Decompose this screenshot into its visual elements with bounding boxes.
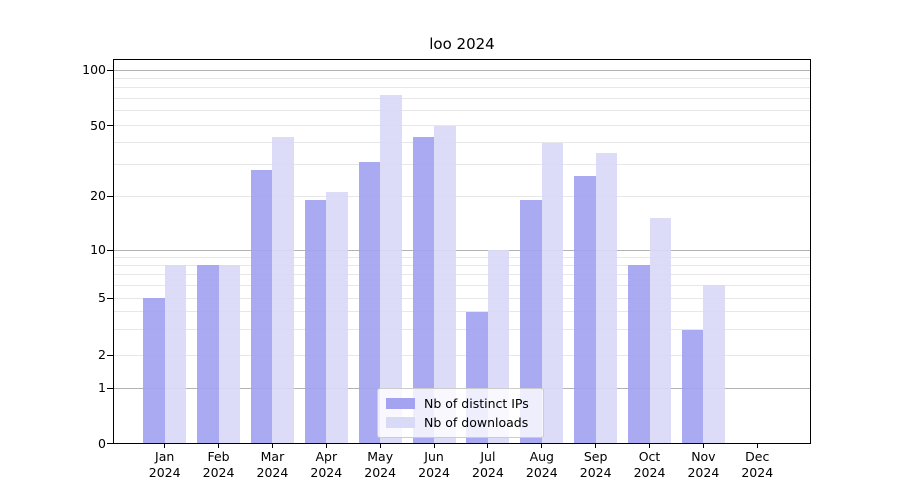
legend-swatch-distinct-ips xyxy=(386,398,415,409)
x-tick-mark-may xyxy=(379,443,381,448)
gridline-y-8 xyxy=(114,264,810,266)
y-tick-mark-10 xyxy=(107,249,113,251)
gridline-y-4 xyxy=(114,311,810,313)
gridline-y-20 xyxy=(114,195,810,197)
x-tick-label-nov: Nov 2024 xyxy=(687,449,720,480)
y-tick-mark-100 xyxy=(107,69,113,71)
legend-label-downloads: Nb of downloads xyxy=(424,415,529,430)
legend-item-downloads: Nb of downloads xyxy=(386,413,535,432)
bar-distinct-ips-aug xyxy=(520,199,542,443)
gridline-y-40 xyxy=(114,142,810,144)
gridline-y-100 xyxy=(114,69,810,71)
gridline-y-9 xyxy=(114,256,810,258)
x-tick-label-oct: Oct 2024 xyxy=(633,449,666,480)
y-tick-mark-1 xyxy=(107,387,113,389)
bar-downloads-jun xyxy=(434,125,456,443)
x-tick-mark-apr xyxy=(325,443,327,448)
y-tick-label-0: 0 xyxy=(98,435,106,451)
bar-distinct-ips-sep xyxy=(574,175,596,443)
y-tick-label-10: 10 xyxy=(90,242,106,257)
x-tick-mark-sep xyxy=(595,443,597,448)
x-tick-mark-jan xyxy=(164,443,166,448)
x-tick-label-jun: Jun 2024 xyxy=(418,449,450,480)
plot-area xyxy=(113,59,811,444)
y-tick-mark-50 xyxy=(107,125,113,126)
legend: Nb of distinct IPs Nb of downloads xyxy=(377,388,544,438)
x-tick-mark-dec xyxy=(756,443,758,448)
x-tick-mark-nov xyxy=(702,443,704,448)
gridline-y-2 xyxy=(114,354,810,356)
x-tick-label-may: May 2024 xyxy=(364,449,397,480)
gridline-y-90 xyxy=(114,77,810,79)
y-tick-mark-5 xyxy=(107,297,113,299)
x-tick-label-mar: Mar 2024 xyxy=(256,449,289,480)
bar-downloads-jan xyxy=(164,265,187,443)
gridline-y-70 xyxy=(114,98,810,100)
bar-downloads-may xyxy=(380,95,402,443)
x-tick-label-jul: Jul 2024 xyxy=(472,449,504,480)
bar-downloads-aug xyxy=(541,142,564,443)
gridline-y-30 xyxy=(114,164,810,166)
y-tick-label-20: 20 xyxy=(90,188,106,203)
bar-downloads-mar xyxy=(272,137,294,443)
chart-title: loo 2024 xyxy=(429,35,495,53)
y-tick-label-5: 5 xyxy=(98,290,106,305)
gridline-y-60 xyxy=(114,110,810,112)
legend-swatch-downloads xyxy=(386,417,415,428)
x-tick-mark-aug xyxy=(541,443,543,448)
x-tick-label-dec: Dec 2024 xyxy=(741,449,774,480)
x-tick-label-aug: Aug 2024 xyxy=(525,449,558,480)
x-tick-label-apr: Apr 2024 xyxy=(310,449,343,480)
y-tick-mark-0 xyxy=(107,443,113,444)
y-tick-mark-20 xyxy=(107,195,113,197)
x-tick-mark-jun xyxy=(433,443,435,448)
bar-downloads-sep xyxy=(595,152,618,443)
gridline-y-3 xyxy=(114,329,810,331)
bar-distinct-ips-may xyxy=(358,162,381,443)
bar-downloads-nov xyxy=(703,285,725,443)
gridline-y-10 xyxy=(114,249,810,251)
gridline-y-7 xyxy=(114,274,810,276)
bar-distinct-ips-apr xyxy=(304,199,327,443)
bar-distinct-ips-oct xyxy=(628,265,650,443)
bar-distinct-ips-jun xyxy=(412,137,435,443)
bar-distinct-ips-feb xyxy=(197,265,219,443)
bar-distinct-ips-mar xyxy=(250,170,273,443)
y-tick-mark-2 xyxy=(107,354,113,356)
gridline-y-80 xyxy=(114,87,810,89)
y-tick-label-100: 100 xyxy=(82,62,106,77)
x-tick-label-sep: Sep 2024 xyxy=(579,449,612,480)
gridline-y-50 xyxy=(114,125,810,126)
bar-downloads-oct xyxy=(649,218,672,443)
y-tick-label-50: 50 xyxy=(90,117,106,133)
x-tick-label-jan: Jan 2024 xyxy=(148,449,181,480)
legend-item-distinct-ips: Nb of distinct IPs xyxy=(386,394,535,413)
x-tick-mark-oct xyxy=(649,443,651,448)
x-tick-label-feb: Feb 2024 xyxy=(202,449,235,480)
x-tick-mark-jul xyxy=(487,443,489,448)
legend-label-distinct-ips: Nb of distinct IPs xyxy=(424,396,529,411)
bar-distinct-ips-nov xyxy=(681,329,704,443)
gridline-y-6 xyxy=(114,284,810,286)
x-tick-mark-feb xyxy=(218,443,220,448)
y-tick-label-2: 2 xyxy=(98,347,106,362)
bar-distinct-ips-jan xyxy=(143,298,165,443)
bar-downloads-apr xyxy=(326,192,348,443)
x-tick-mark-mar xyxy=(271,443,273,448)
y-tick-label-1: 1 xyxy=(98,380,106,395)
bar-downloads-feb xyxy=(218,265,241,443)
gridline-y-5 xyxy=(114,297,810,299)
